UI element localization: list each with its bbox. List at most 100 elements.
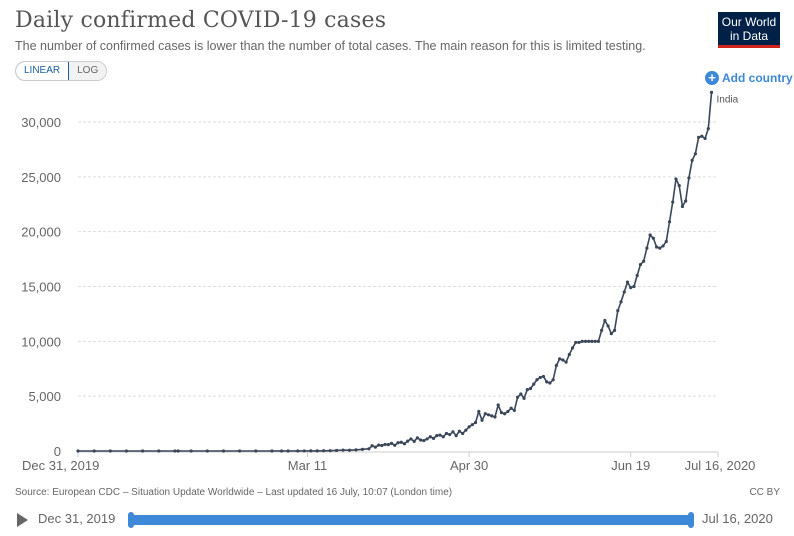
data-point [386,443,390,447]
data-point [280,449,284,453]
line-chart: 0 5,000 10,000 15,000 20,000 25,000 30,000 Dec… [21,90,756,473]
data-point [651,236,655,240]
data-point [541,374,546,379]
data-point [693,152,697,156]
data-point [486,413,491,417]
data-point [561,358,565,362]
logo-line-2: in Data [729,29,769,43]
data-point [545,380,549,384]
data-point [567,352,571,357]
data-point [399,440,403,444]
x-axis: Dec 31, 2019 Mar 11 Apr 30 Jun 19 Jul 16, 20… [22,451,756,473]
data-point [587,339,591,343]
data-point [667,220,672,224]
y-tick-label: 5,000 [28,389,61,404]
data-point [570,346,575,350]
data-point [409,437,413,441]
data-point [157,449,161,453]
data-point [609,332,613,336]
timeline-start-label: Dec 31, 2019 [38,511,116,526]
data-point [396,441,400,445]
data-point [415,436,419,440]
y-tick-label: 20,000 [21,225,61,240]
data-point [451,430,455,434]
data-point [525,387,529,392]
x-tick-label: Apr 30 [450,458,488,473]
data-point [503,412,507,416]
data-point [393,443,397,447]
logo-line-1: Our World [721,15,777,29]
data-point [454,434,458,438]
data-point [680,204,685,209]
x-tick-label: Jul 16, 2020 [685,458,756,473]
data-point [315,449,319,453]
data-point [596,339,601,343]
y-tick-label: 15,000 [21,280,61,295]
data-point [380,443,384,448]
data-point [370,444,374,448]
data-point [173,449,177,453]
timeline-start-handle[interactable] [128,512,134,528]
license-link[interactable]: CC BY [749,487,780,498]
series-line-india [78,92,713,452]
timeline-slider: Dec 31, 2019 Jul 16, 2020 [0,510,794,530]
data-point [658,246,662,250]
data-point [441,435,445,439]
data-point [406,439,410,443]
owid-logo[interactable]: Our World in Data [718,12,780,48]
log-scale-button[interactable]: LOG [69,62,107,80]
data-point [296,449,300,453]
y-tick-label: 30,000 [21,115,61,130]
data-point [535,378,539,382]
data-point [654,245,659,249]
data-point [422,438,426,443]
x-tick-label: Dec 31, 2019 [22,458,99,473]
data-point [477,409,481,414]
data-point [354,448,358,452]
data-point [490,414,494,418]
data-point [189,449,193,453]
data-point [603,318,607,323]
data-point [483,412,487,416]
data-point [548,381,552,385]
data-point [697,135,701,139]
data-point [625,280,630,284]
data-point [664,239,668,244]
data-point [590,339,594,343]
data-point [270,449,274,453]
data-point [176,449,180,453]
data-point [577,340,581,345]
data-point [703,136,707,141]
data-point [519,392,523,396]
data-point [373,445,377,449]
data-point [377,443,381,447]
data-point [328,449,332,453]
data-point [457,429,462,433]
data-point [464,428,468,432]
data-point [600,328,604,332]
source-note[interactable]: Source: European CDC – Situation Update … [15,487,453,498]
data-point [574,340,578,345]
add-country-button[interactable]: + Add country [705,71,793,85]
data-point [564,360,568,364]
linear-scale-button[interactable]: LINEAR [16,62,70,80]
data-point [642,259,646,263]
play-icon[interactable] [17,513,28,527]
data-point [108,449,112,453]
scale-toggle: LINEAR LOG [15,61,108,81]
data-point [635,273,639,278]
data-point [302,449,306,453]
timeline-track[interactable] [131,515,691,525]
data-point [435,434,439,438]
data-point [554,363,558,368]
data-point [645,246,649,250]
series-end-label: India [717,94,739,105]
timeline-end-handle[interactable] [688,512,694,528]
data-point [700,134,704,138]
data-point [221,449,226,453]
data-point [309,449,313,453]
data-point [205,449,209,453]
data-point [684,199,688,203]
x-tick-label: Mar 11 [288,458,328,473]
data-point [648,233,652,237]
